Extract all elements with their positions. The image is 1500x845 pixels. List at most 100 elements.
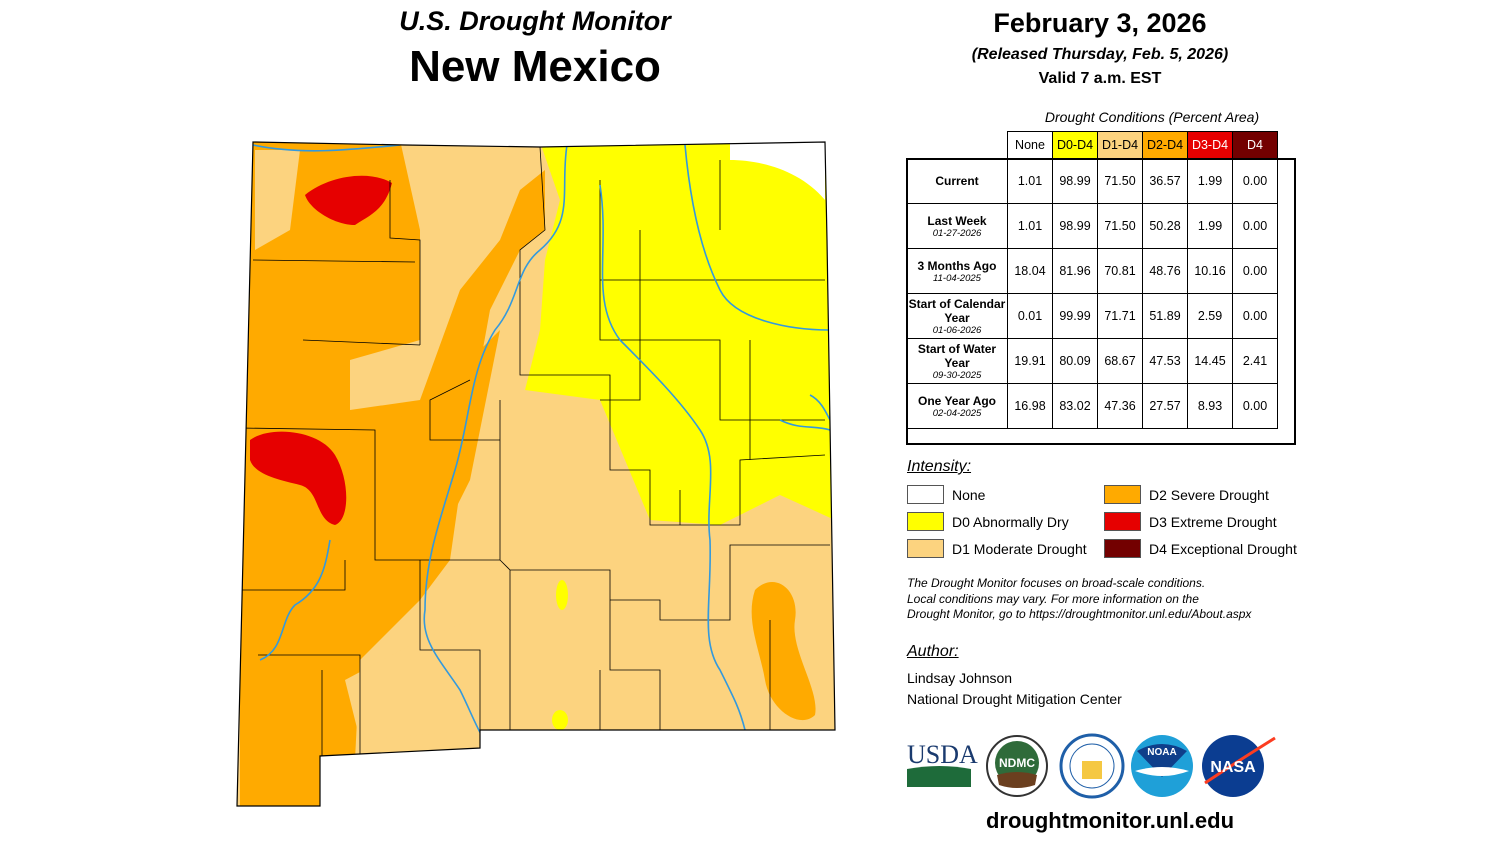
d1-patch-west xyxy=(255,150,300,250)
legend-item: D3 Extreme Drought xyxy=(1104,512,1277,531)
legend-swatch xyxy=(1104,485,1141,504)
release-date: (Released Thursday, Feb. 5, 2026) xyxy=(971,46,1229,63)
product-title: U.S. Drought Monitor xyxy=(399,6,671,36)
row-label: 3 Months Ago 11-04-2025 xyxy=(906,248,1008,294)
table-cell: 1.99 xyxy=(1187,158,1233,204)
table-cell: 27.57 xyxy=(1142,383,1188,429)
river-east xyxy=(779,394,831,431)
legend-label: D4 Exceptional Drought xyxy=(1149,540,1297,557)
svg-text:NOAA: NOAA xyxy=(1147,747,1176,758)
table-cell: 70.81 xyxy=(1097,248,1143,294)
pecos-river xyxy=(599,184,746,731)
table-cell: 19.91 xyxy=(1007,338,1053,384)
legend-item: None xyxy=(907,485,985,504)
legend-item: D2 Severe Drought xyxy=(1104,485,1269,504)
legend-label: D1 Moderate Drought xyxy=(952,540,1087,557)
rio-grande-river xyxy=(423,144,568,761)
note-line: The Drought Monitor focuses on broad-sca… xyxy=(907,576,1206,590)
commerce-logo xyxy=(1059,733,1125,799)
note-line: Drought Monitor, go to https://droughtmo… xyxy=(907,607,1252,621)
map-date: February 3, 2026 xyxy=(993,8,1207,38)
author-name: Lindsay Johnson xyxy=(907,670,1013,686)
table-row: One Year Ago 02-04-2025 16.98 83.02 47.36 27.… xyxy=(906,383,1278,429)
row-label-text: Last Week xyxy=(927,213,987,228)
svg-text:NASA: NASA xyxy=(1210,759,1256,776)
svg-text:USDA: USDA xyxy=(907,740,978,769)
legend-swatch xyxy=(907,539,944,558)
table-cell: 36.57 xyxy=(1142,158,1188,204)
table-cell: 8.93 xyxy=(1187,383,1233,429)
table-cell: 48.76 xyxy=(1142,248,1188,294)
table-cell: 0.00 xyxy=(1232,203,1278,249)
row-label: One Year Ago 02-04-2025 xyxy=(906,383,1008,429)
website-link[interactable]: droughtmonitor.unl.edu xyxy=(985,808,1235,833)
svg-text:NDMC: NDMC xyxy=(999,756,1035,770)
row-label-text: One Year Ago xyxy=(917,393,997,408)
legend-label: D2 Severe Drought xyxy=(1149,486,1269,503)
table-cell: 1.01 xyxy=(1007,158,1053,204)
table-cell: 2.59 xyxy=(1187,293,1233,339)
table-cell: 0.00 xyxy=(1232,248,1278,294)
table-row: Start of Calendar Year 01-06-2026 0.01 99.9… xyxy=(906,293,1278,339)
legend-label: D0 Abnormally Dry xyxy=(952,513,1069,530)
note-line: Local conditions may vary. For more info… xyxy=(907,591,1199,606)
d3-area-west xyxy=(250,431,347,525)
row-date: 01-06-2026 xyxy=(932,324,982,336)
table-cell: 47.36 xyxy=(1097,383,1143,429)
author-title: Author: xyxy=(907,643,959,660)
legend-swatch xyxy=(907,485,944,504)
table-cell: 2.41 xyxy=(1232,338,1278,384)
table-cell: 71.71 xyxy=(1097,293,1143,339)
table-cell: 81.96 xyxy=(1052,248,1098,294)
row-label: Start of Calendar Year 01-06-2026 xyxy=(906,293,1008,339)
table-cell: 0.00 xyxy=(1232,158,1278,204)
row-date: 02-04-2025 xyxy=(932,407,982,419)
table-cell: 1.99 xyxy=(1187,203,1233,249)
row-label-text: Current xyxy=(935,174,979,188)
d2-area-southeast xyxy=(751,581,816,721)
table-cell: 0.01 xyxy=(1007,293,1053,339)
table-row: Start of Water Year 09-30-2025 19.91 80.09 6… xyxy=(906,338,1278,384)
table-cell: 83.02 xyxy=(1052,383,1098,429)
table-cell: 71.50 xyxy=(1097,203,1143,249)
d2-area-west-inner xyxy=(380,330,500,560)
row-date: 09-30-2025 xyxy=(932,369,982,381)
table-row: 3 Months Ago 11-04-2025 18.04 81.96 70.81 48.… xyxy=(906,248,1278,294)
legend-item: D1 Moderate Drought xyxy=(907,539,1087,558)
column-header: None xyxy=(1007,131,1053,159)
column-header: D3-D4 xyxy=(1187,131,1233,159)
d0-patch xyxy=(552,710,568,730)
usda-logo: USDA xyxy=(907,740,978,787)
none-area xyxy=(730,142,825,200)
noaa-logo: NOAA xyxy=(1131,735,1193,797)
table-row: Current 1.01 98.99 71.50 36.57 1.99 0.00 xyxy=(906,158,1278,204)
row-label-text: Start of Water Year xyxy=(917,341,997,370)
row-label-text: 3 Months Ago xyxy=(917,258,997,273)
table-cell: 18.04 xyxy=(1007,248,1053,294)
valid-time: Valid 7 a.m. EST xyxy=(1038,70,1162,87)
row-label-text: Start of Calendar Year xyxy=(908,296,1006,325)
row-label: Start of Water Year 09-30-2025 xyxy=(906,338,1008,384)
row-date: 01-27-2026 xyxy=(932,227,982,239)
column-header: D1-D4 xyxy=(1097,131,1143,159)
d3-area-north xyxy=(305,175,392,225)
legend-title: Intensity: xyxy=(907,458,972,475)
row-date: 11-04-2025 xyxy=(933,272,981,284)
legend-item: D4 Exceptional Drought xyxy=(1104,539,1297,558)
table-cell: 16.98 xyxy=(1007,383,1053,429)
drought-conditions-table: None D0-D4 D1-D4 D2-D4 D3-D4 D4 Current 1.01 98… xyxy=(906,131,1278,429)
table-cell: 99.99 xyxy=(1052,293,1098,339)
table-row: Last Week 01-27-2026 1.01 98.99 71.50 50.28 1.… xyxy=(906,203,1278,249)
canadian-river xyxy=(684,144,831,331)
rivers xyxy=(252,144,831,761)
d0-area-northeast xyxy=(405,142,835,525)
table-cell: 71.50 xyxy=(1097,158,1143,204)
legend-item: D0 Abnormally Dry xyxy=(907,512,1069,531)
table-cell: 51.89 xyxy=(1142,293,1188,339)
column-header: D4 xyxy=(1232,131,1278,159)
author-info: Lindsay Johnson National Drought Mitigat… xyxy=(907,668,1122,710)
table-cell: 0.00 xyxy=(1232,383,1278,429)
ndmc-logo: NDMC xyxy=(986,735,1048,797)
state-title: New Mexico xyxy=(409,42,661,91)
